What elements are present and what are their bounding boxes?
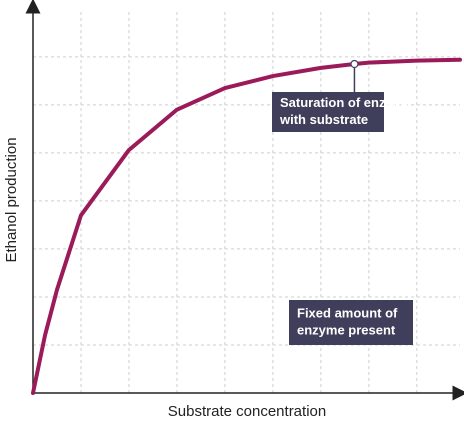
x-axis-label: Substrate concentration — [168, 403, 326, 420]
annotation-box — [272, 92, 384, 132]
annotation-text: Fixed amount of — [297, 305, 398, 320]
annotation-text: Saturation of enzyme — [280, 95, 411, 110]
annotation-text: enzyme present — [297, 322, 396, 337]
y-axis-label: Ethanol production — [3, 137, 20, 262]
annotation-text: with substrate — [279, 112, 368, 127]
annotation-box — [289, 300, 413, 345]
line — [31, 57, 462, 395]
annotation-point — [350, 59, 359, 69]
